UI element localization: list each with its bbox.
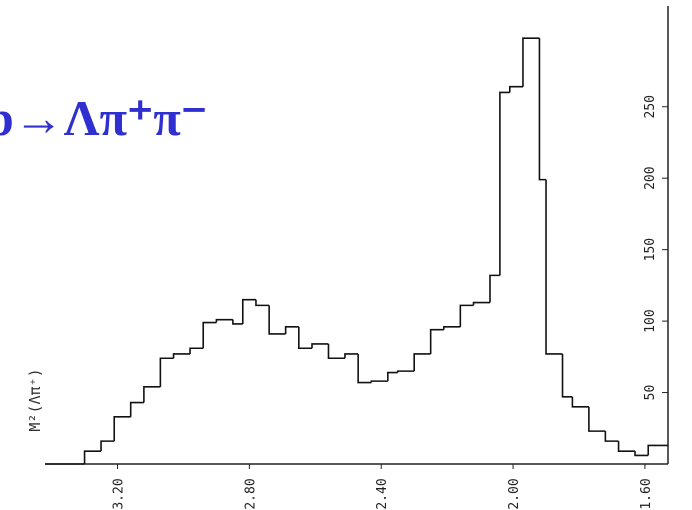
histogram-bin (538, 38, 547, 181)
histogram-bin (489, 274, 500, 303)
histogram-bin (143, 386, 161, 403)
histogram-bin (396, 370, 415, 373)
y-tick-label: 200 (643, 166, 658, 189)
histogram-bin (232, 319, 243, 325)
x-tick-label: 1.60 (639, 478, 654, 509)
y-tick-label: 150 (643, 238, 658, 261)
histogram-bin (129, 401, 144, 417)
histogram-bin (189, 347, 204, 354)
histogram-bin (172, 353, 191, 359)
histogram-bin (255, 299, 270, 307)
histogram-bin (370, 380, 388, 383)
histogram-bin (344, 353, 359, 359)
x-tick-label: 2.40 (375, 478, 390, 509)
histogram-bin (298, 326, 312, 350)
histogram-bin (357, 353, 372, 384)
histogram-bin (215, 318, 233, 323)
x-tick-label: 2.80 (243, 478, 258, 509)
histogram-bin (387, 371, 398, 382)
histogram-bin (499, 91, 510, 276)
histogram-bin (443, 326, 461, 330)
histogram-bin (311, 343, 329, 349)
histogram-bin (522, 37, 540, 87)
histogram-bin (113, 416, 131, 442)
x-tick-label: 2.00 (507, 478, 522, 509)
y-axis-label: M²(Λπ⁺) (26, 368, 44, 431)
histogram-bin (83, 450, 102, 464)
annotation: b→Λπ⁺π⁻ (0, 90, 207, 146)
histogram-bin (472, 301, 490, 306)
histogram-bin (571, 396, 589, 408)
histogram-bin (413, 353, 431, 372)
y-tick-label: 50 (643, 385, 658, 401)
y-tick-label: 250 (643, 95, 658, 118)
histogram-bin (545, 179, 563, 355)
x-tick-label: 3.20 (112, 478, 127, 509)
histogram-bin (100, 440, 115, 452)
histogram-bin (327, 343, 345, 360)
histogram-bin (647, 444, 668, 456)
y-tick-label: 100 (643, 309, 658, 332)
histogram-bin (202, 321, 217, 349)
histogram-bin (588, 406, 606, 432)
histogram-bin (508, 85, 523, 93)
histogram-bin (459, 304, 474, 327)
histogram-bin (159, 357, 174, 387)
histogram-bin (241, 298, 256, 324)
histogram-bin (429, 328, 444, 354)
histogram-bin (634, 451, 649, 457)
histogram-bin (561, 353, 573, 398)
histogram-bin (604, 431, 619, 442)
histogram-bin (284, 326, 299, 334)
histogram-bin (617, 441, 636, 452)
histogram-bin (268, 305, 286, 335)
